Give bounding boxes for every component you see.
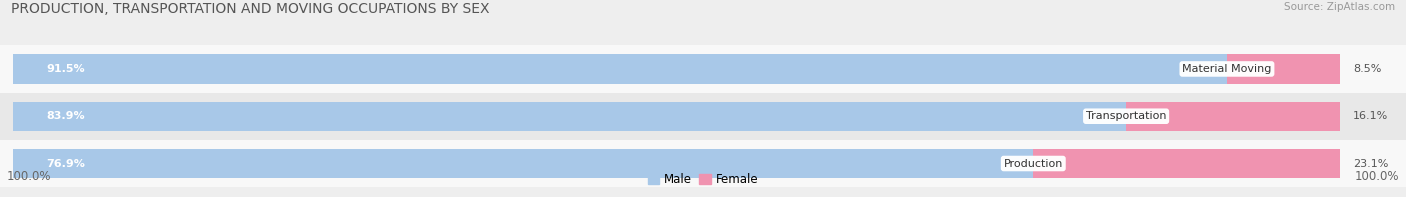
Text: 8.5%: 8.5% (1353, 64, 1381, 74)
Text: Transportation: Transportation (1085, 111, 1167, 121)
Bar (13, 102, 1126, 131)
Text: Material Moving: Material Moving (1182, 64, 1271, 74)
Bar (0, 45, 1406, 93)
Text: Production: Production (1004, 159, 1063, 168)
Bar (13, 149, 1033, 178)
Text: 100.0%: 100.0% (7, 170, 52, 183)
Legend: Male, Female: Male, Female (643, 169, 763, 191)
Bar (13, 54, 1227, 84)
Bar (0, 93, 1406, 140)
Text: Source: ZipAtlas.com: Source: ZipAtlas.com (1284, 2, 1395, 12)
Text: 76.9%: 76.9% (46, 159, 86, 168)
Text: 83.9%: 83.9% (46, 111, 84, 121)
Text: PRODUCTION, TRANSPORTATION AND MOVING OCCUPATIONS BY SEX: PRODUCTION, TRANSPORTATION AND MOVING OC… (11, 2, 489, 16)
Bar (1126, 102, 1340, 131)
Text: 23.1%: 23.1% (1353, 159, 1388, 168)
Bar (1033, 149, 1340, 178)
Text: 91.5%: 91.5% (46, 64, 84, 74)
Bar (0, 140, 1406, 187)
Text: 100.0%: 100.0% (1354, 170, 1399, 183)
Text: 16.1%: 16.1% (1353, 111, 1388, 121)
Bar (1227, 54, 1340, 84)
